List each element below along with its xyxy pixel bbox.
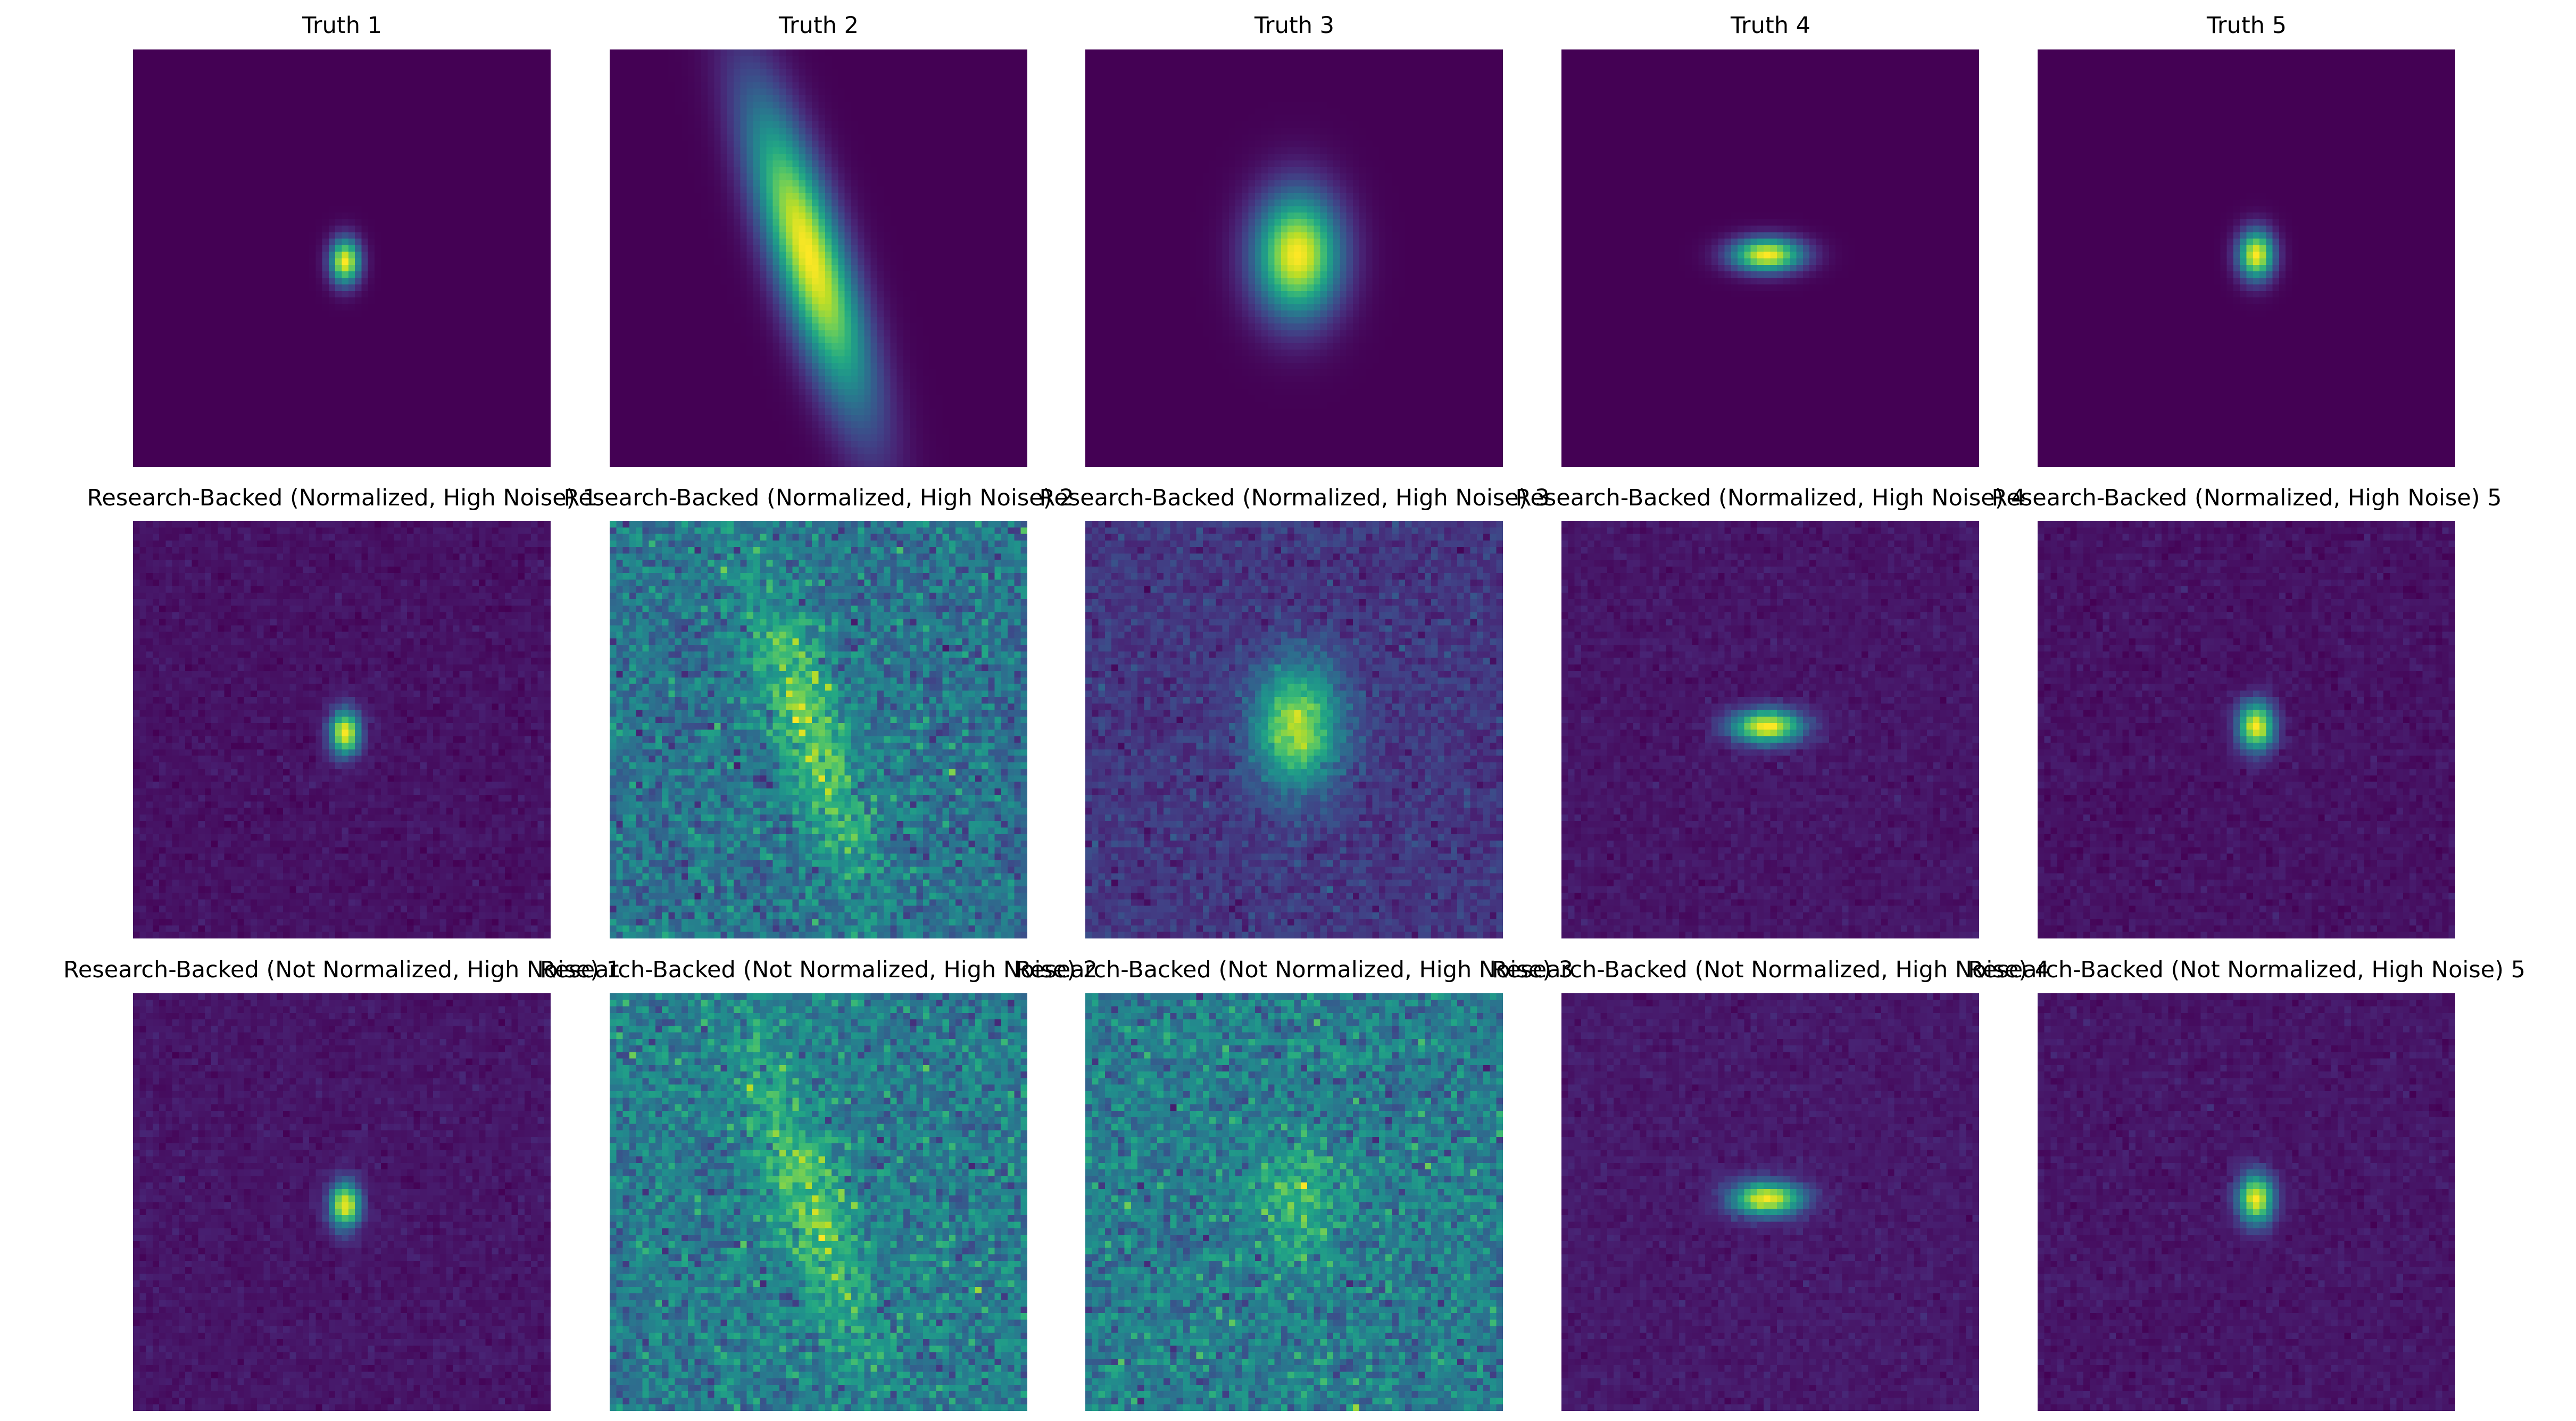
image-panel [1561, 49, 1979, 467]
panel-title: Research-Backed (Normalized, High Noise)… [1991, 485, 2502, 511]
image-panel [610, 521, 1027, 938]
panel-title: Research-Backed (Not Normalized, High No… [1967, 957, 2526, 983]
panel-title: Truth 3 [1254, 12, 1335, 39]
image-panel [1085, 49, 1503, 467]
image-panel [2038, 49, 2455, 467]
panel-title: Research-Backed (Not Normalized, High No… [1491, 957, 2050, 983]
image-panel [2038, 993, 2455, 1411]
image-panel [1085, 993, 1503, 1411]
panel-title: Research-Backed (Not Normalized, High No… [1015, 957, 1574, 983]
image-panel [1085, 521, 1503, 938]
image-panel [1561, 993, 1979, 1411]
panel-title: Truth 1 [302, 12, 383, 39]
image-panel [133, 993, 551, 1411]
image-panel [133, 49, 551, 467]
image-panel [610, 49, 1027, 467]
panel-title: Truth 5 [2206, 12, 2287, 39]
panel-title: Research-Backed (Normalized, High Noise)… [1039, 485, 1550, 511]
image-panel [610, 993, 1027, 1411]
panel-title: Truth 4 [1730, 12, 1811, 39]
panel-title: Research-Backed (Normalized, High Noise)… [563, 485, 1074, 511]
panel-title: Research-Backed (Not Normalized, High No… [539, 957, 1098, 983]
image-panel [133, 521, 551, 938]
panel-title: Research-Backed (Not Normalized, High No… [63, 957, 621, 983]
panel-title: Research-Backed (Normalized, High Noise)… [1515, 485, 2026, 511]
panel-title: Truth 2 [778, 12, 859, 39]
image-panel [2038, 521, 2455, 938]
panel-title: Research-Backed (Normalized, High Noise)… [87, 485, 597, 511]
image-panel [1561, 521, 1979, 938]
